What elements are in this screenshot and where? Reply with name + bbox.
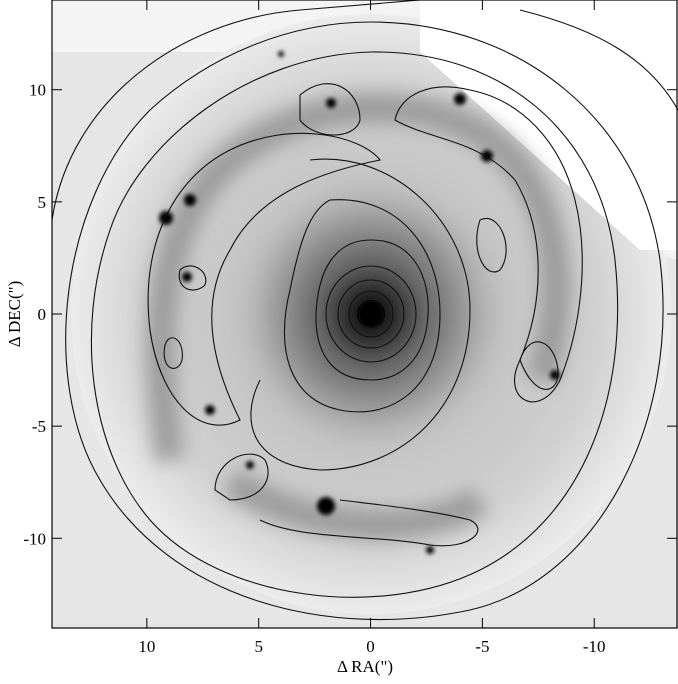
x-tick-label: 5: [254, 637, 263, 656]
y-axis-label: Δ DEC("): [5, 281, 24, 348]
y-tick-label: -5: [32, 417, 46, 436]
x-axis-label: Δ RA("): [337, 657, 393, 676]
x-tick-label: 10: [138, 637, 155, 656]
y-tick-label: 10: [29, 81, 46, 100]
y-tick-label: 0: [38, 305, 47, 324]
x-tick-label: -10: [583, 637, 606, 656]
y-tick-label: -10: [23, 529, 46, 548]
y-tick-label: 5: [38, 193, 47, 212]
image: [52, 0, 678, 628]
x-tick-label: -5: [475, 637, 489, 656]
x-tick-label: 0: [366, 637, 375, 656]
